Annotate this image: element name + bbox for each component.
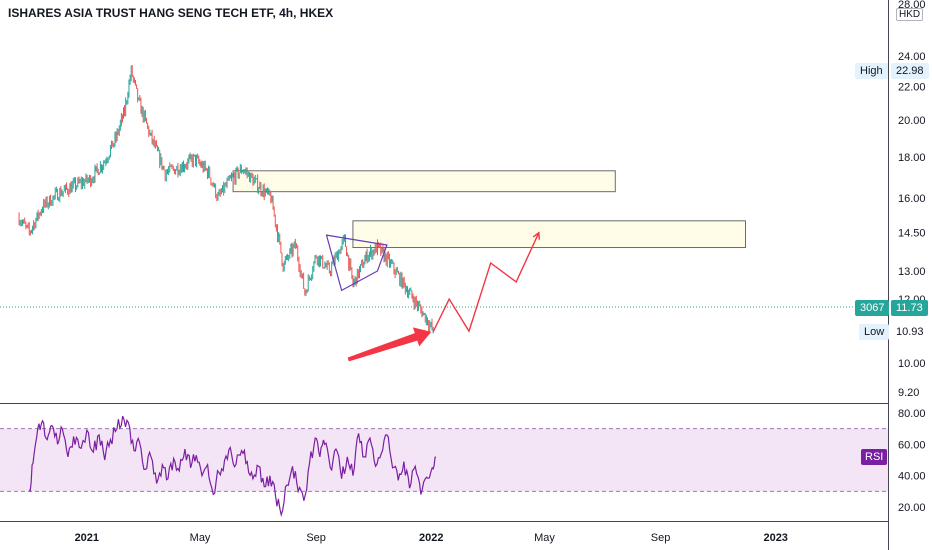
price-tick-label: 9.20 xyxy=(898,387,919,399)
time-tick-label: May xyxy=(534,532,555,544)
rsi-tick-label: 60.00 xyxy=(898,439,926,451)
price-tick-label: 22.00 xyxy=(898,82,926,94)
last-price-badge: 11.73 xyxy=(891,300,928,316)
projection-path xyxy=(432,232,540,333)
red-arrow xyxy=(347,327,432,362)
rsi-tick-label: 20.00 xyxy=(898,502,926,514)
time-tick-label: 2023 xyxy=(763,532,787,544)
low-tag-label: Low xyxy=(859,324,890,340)
low-tag-value: 10.93 xyxy=(891,324,929,340)
time-tick-label: 2022 xyxy=(419,532,443,544)
zone-box xyxy=(232,170,616,193)
price-tick-label: 16.00 xyxy=(898,193,926,205)
rsi-tick-label: 80.00 xyxy=(898,408,926,420)
price-pane xyxy=(0,65,888,362)
price-tick-label: 24.00 xyxy=(898,51,926,63)
price-tick-label: 10.00 xyxy=(898,358,926,370)
price-tick-label: 14.50 xyxy=(898,228,926,240)
rsi-line xyxy=(28,415,437,518)
chart-title: ISHARES ASIA TRUST HANG SENG TECH ETF, 4… xyxy=(8,6,334,20)
rsi-badge: RSI xyxy=(861,449,888,465)
time-tick-label: 2021 xyxy=(75,532,99,544)
time-tick-label: May xyxy=(190,532,211,544)
zone-box xyxy=(352,220,747,249)
time-tick-label: Sep xyxy=(306,532,326,544)
ticker-badge: 3067 xyxy=(855,300,890,316)
price-tick-label: 20.00 xyxy=(898,115,926,127)
price-tick-label: 28.00 xyxy=(898,0,926,11)
high-tag-value: 22.98 xyxy=(891,63,929,79)
triangle-pattern xyxy=(325,234,388,292)
currency-label[interactable]: HKD xyxy=(896,8,924,21)
rsi-tick-label: 40.00 xyxy=(898,471,926,483)
time-tick-label: Sep xyxy=(651,532,671,544)
rsi-pane xyxy=(0,415,888,518)
rsi-band xyxy=(0,428,888,492)
high-tag-label: High xyxy=(855,63,888,79)
price-tick-label: 18.00 xyxy=(898,152,926,164)
price-tick-label: 13.00 xyxy=(898,266,926,278)
projection-arrowhead xyxy=(532,231,541,240)
